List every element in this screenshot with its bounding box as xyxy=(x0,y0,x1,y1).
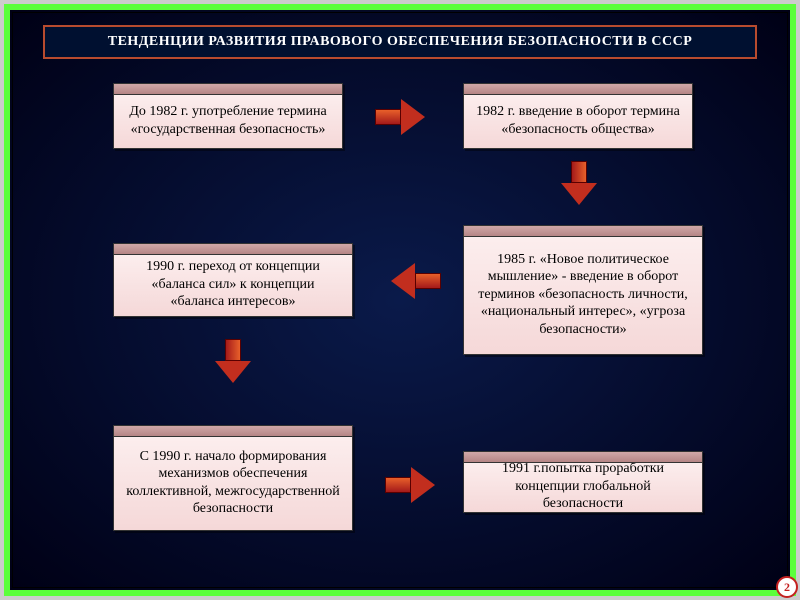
page-number: 2 xyxy=(784,580,790,595)
box-pre-1982: До 1982 г. употребление термина «государ… xyxy=(113,83,343,149)
box-text: 1982 г. введение в оборот термина «безоп… xyxy=(474,103,682,138)
arrow-left-icon xyxy=(391,263,441,299)
box-text: С 1990 г. начало формирования механизмов… xyxy=(124,448,342,518)
box-1982: 1982 г. введение в оборот термина «безоп… xyxy=(463,83,693,149)
box-text: До 1982 г. употребление термина «государ… xyxy=(124,103,332,138)
box-text: 1991 г.попытка проработки концепции глоб… xyxy=(474,460,692,513)
slide-frame: ТЕНДЕНЦИИ РАЗВИТИЯ ПРАВОВОГО ОБЕСПЕЧЕНИЯ… xyxy=(4,4,796,596)
arrow-down-icon xyxy=(215,339,251,385)
box-text: 1990 г. переход от концепции «баланса си… xyxy=(124,258,342,311)
box-1985: 1985 г. «Новое политическое мышление» - … xyxy=(463,225,703,355)
box-1991: 1991 г.попытка проработки концепции глоб… xyxy=(463,451,703,513)
arrow-right-icon xyxy=(385,467,435,503)
box-1990-balance: 1990 г. переход от концепции «баланса си… xyxy=(113,243,353,317)
arrow-down-icon xyxy=(561,161,597,207)
arrow-right-icon xyxy=(375,99,425,135)
slide-title: ТЕНДЕНЦИИ РАЗВИТИЯ ПРАВОВОГО ОБЕСПЕЧЕНИЯ… xyxy=(43,25,757,59)
box-1990-collective: С 1990 г. начало формирования механизмов… xyxy=(113,425,353,531)
page-number-badge: 2 xyxy=(776,576,798,598)
slide-inner: ТЕНДЕНЦИИ РАЗВИТИЯ ПРАВОВОГО ОБЕСПЕЧЕНИЯ… xyxy=(12,12,788,588)
title-text: ТЕНДЕНЦИИ РАЗВИТИЯ ПРАВОВОГО ОБЕСПЕЧЕНИЯ… xyxy=(108,34,693,50)
box-text: 1985 г. «Новое политическое мышление» - … xyxy=(474,251,692,339)
